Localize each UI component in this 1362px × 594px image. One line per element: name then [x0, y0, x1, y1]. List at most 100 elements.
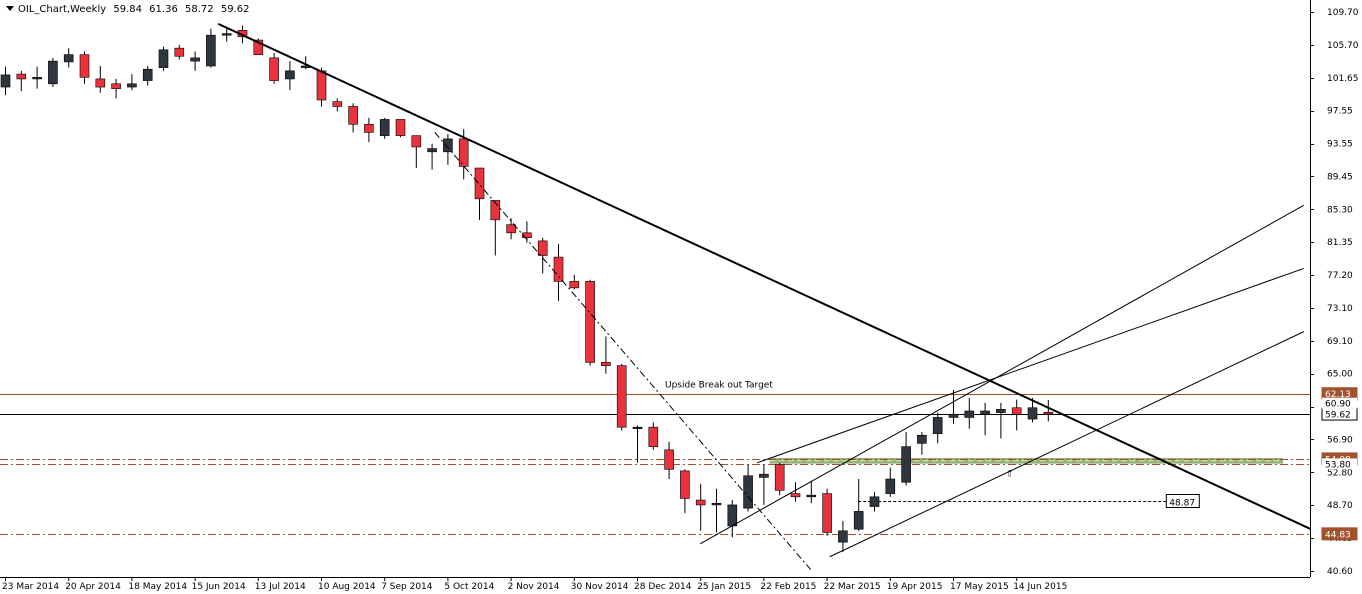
candle-body: [854, 511, 863, 529]
candle: [80, 51, 89, 83]
price-tick-label: 85.30: [1327, 205, 1353, 215]
candle: [491, 200, 500, 255]
price-tag-level-53-80: 53.80: [1325, 460, 1351, 470]
candle-body: [222, 34, 231, 36]
candle: [364, 118, 373, 142]
candle-body: [48, 61, 57, 84]
price-tick-label: 101.65: [1327, 74, 1359, 84]
candle: [159, 47, 168, 71]
time-tick-label: 15 Jun 2014: [192, 582, 246, 592]
candle: [538, 238, 547, 274]
trendline-2: [435, 132, 811, 569]
trendline-4: [757, 268, 1304, 462]
candle: [428, 144, 437, 170]
candle-body: [143, 69, 152, 80]
candle: [886, 468, 895, 497]
candle-body: [570, 281, 579, 287]
candle: [33, 67, 42, 89]
price-tag-label-current-price: 59.62: [1325, 411, 1351, 421]
candle-body: [744, 476, 753, 508]
candle-body: [17, 74, 26, 79]
candle: [475, 168, 484, 220]
time-tick-label: 2 Nov 2014: [508, 582, 560, 592]
candle: [665, 442, 674, 479]
time-tick-label: 5 Oct 2014: [444, 582, 494, 592]
candle: [285, 61, 294, 90]
time-tick-label: 30 Nov 2014: [571, 582, 629, 592]
candle-body: [364, 124, 373, 132]
candles-layer: [1, 25, 1053, 551]
candle: [586, 280, 595, 366]
candle-body: [96, 79, 105, 87]
time-tick-label: 25 Jan 2015: [697, 582, 751, 592]
candle-body: [823, 494, 832, 533]
candle: [96, 66, 105, 93]
candle-body: [1028, 408, 1037, 419]
time-tick-label: 22 Mar 2015: [824, 582, 881, 592]
candle: [981, 403, 990, 435]
candle-body: [996, 409, 1005, 412]
price-tick-label: 73.10: [1327, 304, 1353, 314]
price-tick-label: 56.90: [1327, 435, 1353, 445]
time-tick-label: 14 Jun 2015: [1013, 582, 1067, 592]
candle: [64, 48, 73, 67]
time-tick-label: 17 May 2015: [950, 582, 1009, 592]
symbol-menu-icon[interactable]: [6, 6, 14, 11]
trendline-5: [830, 332, 1304, 557]
candle: [949, 390, 958, 424]
trendline-1: [218, 24, 1318, 533]
candle: [965, 398, 974, 429]
candle-body: [1012, 408, 1021, 414]
time-tick-label: 18 May 2014: [128, 582, 187, 592]
marked-level-label: 48.87: [1169, 499, 1195, 509]
candle-body: [285, 71, 294, 79]
candle-body: [870, 497, 879, 507]
candle: [870, 492, 879, 511]
candle-body: [380, 119, 389, 135]
ohlc-low: 58.72: [185, 4, 214, 15]
candle-body: [443, 139, 452, 152]
candle: [617, 364, 626, 430]
time-tick-label: 7 Sep 2014: [381, 582, 433, 592]
candle-body: [680, 471, 689, 499]
price-tick-label: 69.10: [1327, 337, 1353, 347]
candle: [443, 134, 452, 165]
candle-body: [349, 106, 358, 124]
candle-body: [80, 55, 89, 78]
candle-body: [396, 119, 405, 135]
candle-body: [127, 84, 136, 87]
candle-body: [965, 411, 974, 417]
candle: [17, 71, 26, 91]
price-tick-label: 93.55: [1327, 140, 1353, 150]
candle: [112, 79, 121, 98]
candle: [775, 463, 784, 495]
time-tick-label: 13 Jul 2014: [255, 582, 306, 592]
candle: [1044, 400, 1053, 421]
candle-body: [1, 75, 10, 87]
candle-body: [206, 35, 215, 66]
ohlc-close: 59.62: [221, 4, 250, 15]
candle-body: [917, 435, 926, 443]
levels-layer: [0, 395, 1310, 535]
candle: [349, 103, 358, 132]
candle-body: [586, 281, 595, 362]
price-tag-label-support-low: 44.83: [1325, 530, 1351, 540]
candle: [728, 500, 737, 537]
candle: [1012, 400, 1021, 431]
candle-body: [981, 411, 990, 414]
candle-body: [159, 50, 168, 68]
candle-body: [649, 427, 658, 446]
candle-body: [33, 77, 42, 79]
candle-body: [333, 102, 342, 107]
candle: [48, 58, 57, 87]
price-tick-label: 40.60: [1327, 567, 1353, 577]
candle: [744, 464, 753, 511]
candle-body: [933, 417, 942, 433]
time-tick-label: 23 Mar 2014: [2, 582, 59, 592]
candle-body: [838, 531, 847, 542]
ohlc-high: 61.36: [149, 4, 178, 15]
candle: [601, 336, 610, 373]
price-tick-label: 97.55: [1327, 107, 1353, 117]
candle: [333, 98, 342, 111]
